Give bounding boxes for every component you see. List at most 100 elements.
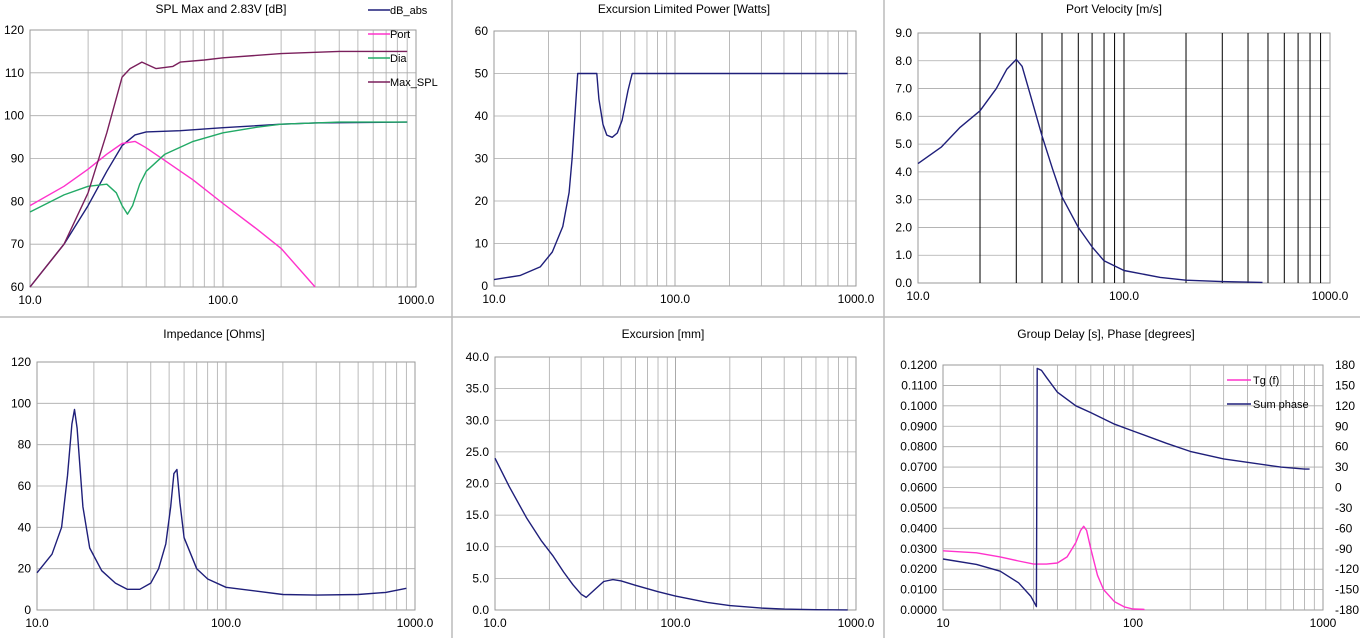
- y2-tick-label: 60: [1335, 440, 1349, 454]
- y2-tick-label: 90: [1335, 419, 1349, 433]
- series-line: [36, 408, 407, 596]
- x-tick-label: 1000.0: [1312, 289, 1349, 303]
- x-tick-label: 100.0: [660, 616, 690, 630]
- y-tick-label: 3.0: [895, 193, 912, 207]
- y-tick-label: 7.0: [895, 82, 912, 96]
- y-tick-label: 120: [11, 355, 31, 369]
- y-tick-label: 0.0600: [900, 481, 937, 495]
- x-tick-label: 1000.0: [838, 292, 875, 306]
- y-tick-label: 100: [4, 109, 24, 123]
- max-spl-line: [29, 50, 408, 288]
- y2-tick-label: -150: [1335, 583, 1359, 597]
- y-tick-label: 20.0: [466, 477, 490, 491]
- y-tick-label: 110: [5, 66, 24, 80]
- chart-title: Excursion [mm]: [622, 327, 705, 341]
- series-line: [917, 58, 1263, 284]
- x-tick-label: 1000.0: [838, 616, 875, 630]
- y-tick-label: 0.0100: [900, 583, 937, 597]
- chart-title: Group Delay [s], Phase [degrees]: [1017, 327, 1194, 341]
- y2-tick-label: -60: [1335, 521, 1353, 535]
- y-tick-label: 8.0: [895, 54, 912, 68]
- db-abs-line: [29, 121, 408, 288]
- y2-tick-label: 180: [1335, 358, 1355, 372]
- y-tick-label: 30: [475, 152, 489, 166]
- y-tick-label: 20: [18, 562, 32, 576]
- y-tick-label: 0.1200: [900, 358, 937, 372]
- y2-tick-label: -90: [1335, 542, 1353, 556]
- x-tick-label: 100: [1123, 616, 1143, 630]
- x-tick-label: 100.0: [208, 293, 238, 307]
- y-tick-label: 40: [18, 520, 32, 534]
- y-tick-label: 80: [18, 438, 32, 452]
- spl-chart: 60 70 80 90 100 110 120 10.0 100.0 1000.0 SPL Max …: [4, 2, 438, 307]
- y-tick-label: 50: [475, 67, 489, 81]
- series-line: [493, 72, 848, 281]
- chart-title: Impedance [Ohms]: [163, 327, 264, 341]
- y-tick-label: 0: [24, 603, 31, 617]
- legend-label: Port: [390, 29, 410, 41]
- y-tick-label: 0: [481, 279, 488, 293]
- y-tick-label: 60: [475, 24, 489, 38]
- y-tick-label: 6.0: [895, 109, 912, 123]
- y-tick-label: 5.0: [895, 137, 912, 151]
- y-tick-label: 1.0: [895, 248, 912, 262]
- x-tick-label: 1000.0: [397, 616, 434, 630]
- sum-phase-line: [942, 367, 1310, 608]
- y2-tick-label: 150: [1335, 378, 1355, 392]
- y-tick-label: 15.0: [466, 508, 490, 522]
- y-tick-label: 60: [11, 280, 25, 294]
- x-tick-label: 100.0: [211, 616, 241, 630]
- x-tick-label: 1000: [1310, 616, 1337, 630]
- y-tick-label: 5.0: [472, 571, 489, 585]
- y-tick-label: 0.0500: [900, 501, 937, 515]
- y-tick-label: 4.0: [895, 165, 912, 179]
- x-tick-label: 100.0: [1109, 289, 1139, 303]
- y-tick-label: 0.1000: [900, 399, 937, 413]
- legend-label: Sum phase: [1253, 399, 1309, 411]
- x-tick-label: 10.0: [18, 293, 42, 307]
- y-tick-label: 0.1100: [901, 378, 937, 392]
- x-tick-label: 10: [936, 616, 950, 630]
- tg-f--line: [942, 525, 1145, 611]
- y2-tick-label: 0: [1335, 481, 1342, 495]
- legend-label: dB_abs: [390, 5, 428, 17]
- legend-label: Dia: [390, 53, 407, 65]
- y-tick-label: 35.0: [466, 382, 490, 396]
- y-tick-label: 20: [475, 194, 489, 208]
- y-tick-label: 0.0300: [900, 542, 937, 556]
- y-tick-label: 40.0: [466, 350, 490, 364]
- port-line: [29, 140, 316, 288]
- legend-label: Max_SPL: [390, 77, 438, 89]
- x-tick-label: 10.0: [25, 616, 49, 630]
- y-tick-label: 0.0400: [900, 521, 937, 535]
- excursion-chart: 0.0 5.0 10.0 15.0 20.0 25.0 30.0 35.0 40.0 10.0 10…: [466, 327, 875, 630]
- y-tick-label: 0.0000: [900, 603, 937, 617]
- y-tick-label: 0.0: [472, 603, 489, 617]
- x-tick-label: 10.0: [482, 292, 506, 306]
- chart-title: Port Velocity [m/s]: [1066, 2, 1162, 16]
- y-tick-label: 60: [18, 479, 32, 493]
- chart-title: SPL Max and 2.83V [dB]: [156, 2, 287, 16]
- y-tick-label: 10.0: [466, 540, 490, 554]
- chart-title: Excursion Limited Power [Watts]: [598, 2, 770, 16]
- series-line: [494, 457, 848, 611]
- y-tick-label: 30.0: [466, 413, 490, 427]
- y-tick-label: 80: [11, 194, 25, 208]
- port-chart: 0.0 1.0 2.0 3.0 4.0 5.0 6.0 7.0 8.0 9.0 10.0 100.0 1…: [895, 2, 1348, 303]
- y-tick-label: 70: [11, 237, 25, 251]
- x-tick-label: 1000.0: [398, 293, 435, 307]
- y2-tick-label: 120: [1335, 399, 1355, 413]
- x-tick-label: 10.0: [483, 616, 507, 630]
- y-tick-label: 90: [11, 152, 25, 166]
- y-tick-label: 0.0: [895, 276, 912, 290]
- y2-tick-label: -30: [1335, 501, 1353, 515]
- y-tick-label: 0.0900: [900, 419, 937, 433]
- x-tick-label: 100.0: [660, 292, 690, 306]
- y2-tick-label: -180: [1335, 603, 1359, 617]
- y-tick-label: 120: [4, 23, 24, 37]
- y-tick-label: 0.0800: [900, 440, 937, 454]
- y-tick-label: 0.0200: [900, 562, 937, 576]
- dia-line: [29, 121, 408, 215]
- y2-tick-label: 30: [1335, 460, 1349, 474]
